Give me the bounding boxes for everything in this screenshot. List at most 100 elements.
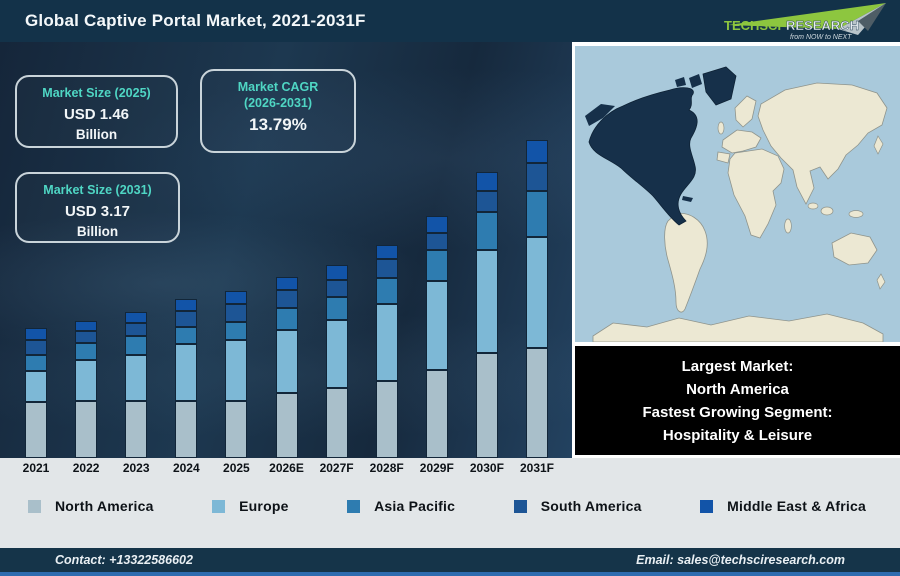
bar-2030F (475, 172, 498, 458)
bar-segment-north-america (526, 348, 548, 458)
bar-segment-middle-east-africa (275, 277, 298, 290)
map-svg (575, 46, 900, 342)
bar-segment-south-america (526, 163, 548, 191)
x-axis-label-2023: 2023 (122, 461, 150, 475)
main-area: Market Size (2025) USD 1.46 Billion Mark… (0, 42, 900, 458)
bar-segment-asia-pacific (75, 343, 98, 360)
card-unit: Billion (75, 127, 118, 143)
logo-arrow-dark (858, 3, 886, 31)
x-axis-label-2029F: 2029F (419, 461, 454, 475)
legend-swatch-icon (28, 499, 41, 513)
bar-segment-middle-east-africa (325, 265, 348, 280)
bar-segment-south-america (475, 191, 498, 212)
bar-segment-middle-east-africa (526, 140, 548, 163)
bar-segment-asia-pacific (375, 278, 398, 304)
legend-item-north-america: North America (28, 498, 154, 514)
region-baffin (689, 74, 702, 88)
bar-segment-europe (325, 320, 348, 388)
bar-2026E (275, 277, 298, 458)
legend-item-middle-east-africa: Middle East & Africa (700, 498, 866, 514)
right-column: Largest Market: North America Fastest Gr… (572, 42, 900, 458)
region-borneo (820, 206, 834, 216)
bar-segment-south-america (25, 340, 47, 355)
logo-text-primary: TECHSCI (724, 18, 781, 33)
bar-segment-middle-east-africa (75, 321, 98, 331)
legend-item-asia-pacific: Asia Pacific (347, 498, 455, 514)
legend-swatch-icon (700, 499, 714, 513)
card-title: Market Size (2031) (43, 183, 152, 197)
card-title: Market CAGR (2026-2031) (237, 80, 319, 111)
legend-label: North America (55, 498, 154, 514)
legend: North America Europe Asia Pacific South Ame… (0, 498, 900, 514)
region-new-zealand (876, 273, 886, 290)
bar-segment-asia-pacific (25, 355, 47, 371)
x-axis-label-2027F: 2027F (319, 461, 354, 475)
x-axis-row: 2021 2022 2023 2024 2025 2026E 2027F 2028F 2029F… (0, 461, 572, 481)
info-line-largest-market-label: Largest Market: (681, 357, 794, 375)
bottom-band: 2021 2022 2023 2024 2025 2026E 2027F 2028F 2029F… (0, 458, 900, 548)
bar-segment-asia-pacific (325, 297, 348, 320)
card-market-cagr: Market CAGR (2026-2031) 13.79% (200, 69, 356, 153)
bar-segment-north-america (225, 401, 248, 458)
legend-label: Asia Pacific (374, 498, 456, 514)
region-iberia (716, 151, 731, 164)
bar-segment-asia-pacific (225, 322, 248, 340)
contact-text: Contact: +13322586602 (55, 553, 193, 567)
legend-item-south-america: South America (513, 498, 642, 514)
region-antarctica (592, 313, 884, 342)
bar-segment-middle-east-africa (425, 216, 448, 233)
bar-segment-europe (425, 281, 448, 370)
card-value: USD 3.17 (64, 203, 131, 221)
bar-2024 (175, 299, 198, 458)
legend-label: South America (540, 498, 642, 514)
region-south-america (664, 213, 708, 313)
bar-segment-europe (25, 371, 47, 402)
legend-label: Middle East & Africa (727, 498, 866, 514)
bar-segment-middle-east-africa (125, 312, 148, 323)
bar-2031F (526, 140, 548, 458)
x-axis-label-2022: 2022 (72, 461, 100, 475)
bar-segment-north-america (425, 370, 448, 458)
bar-segment-south-america (375, 259, 398, 278)
region-madagascar (784, 218, 792, 234)
footer: Contact: +13322586602 Email: sales@techs… (0, 548, 900, 576)
x-axis-label-2030F: 2030F (469, 461, 504, 475)
techsci-logo: TECHSCI RESEARCH from NOW to NEXT (710, 1, 892, 41)
logo-text-secondary: RESEARCH (786, 18, 859, 33)
bar-segment-south-america (125, 323, 148, 336)
info-line-fastest-segment-value: Hospitality & Leisure (662, 426, 813, 444)
bar-segment-north-america (275, 393, 298, 458)
bar-segment-europe (475, 250, 498, 353)
legend-swatch-icon (212, 499, 226, 513)
bar-2027F (325, 265, 348, 458)
bar-segment-south-america (75, 331, 98, 343)
region-north-america (588, 87, 698, 226)
logo-graphic: TECHSCI RESEARCH from NOW to NEXT (724, 3, 886, 41)
bar-segment-north-america (375, 381, 398, 458)
bar-segment-asia-pacific (425, 250, 448, 281)
bar-segment-middle-east-africa (375, 245, 398, 259)
page-title: Global Captive Portal Market, 2021-2031F (25, 11, 366, 30)
bar-2023 (125, 312, 148, 458)
bar-segment-north-america (75, 401, 98, 458)
header: Global Captive Portal Market, 2021-2031F… (0, 0, 900, 42)
bar-segment-south-america (225, 304, 248, 322)
bar-2025 (225, 291, 248, 458)
bar-segment-asia-pacific (275, 308, 298, 330)
bar-segment-middle-east-africa (175, 299, 198, 311)
region-africa (727, 148, 785, 239)
bar-plot (0, 42, 572, 458)
bar-segment-europe (375, 304, 398, 381)
bar-chart: Market Size (2025) USD 1.46 Billion Mark… (0, 42, 572, 458)
bar-segment-asia-pacific (125, 336, 148, 355)
card-title: Market Size (2025) (42, 86, 151, 100)
info-box: Largest Market: North America Fastest Gr… (575, 346, 900, 455)
bar-segment-north-america (125, 401, 148, 458)
x-axis-label-2021: 2021 (22, 461, 50, 475)
bar-segment-middle-east-africa (475, 172, 498, 191)
bar-segment-north-america (325, 388, 348, 458)
region-uk (717, 121, 725, 135)
info-line-fastest-segment-label: Fastest Growing Segment: (642, 403, 833, 421)
bar-segment-europe (526, 237, 548, 348)
legend-swatch-icon (513, 499, 527, 513)
